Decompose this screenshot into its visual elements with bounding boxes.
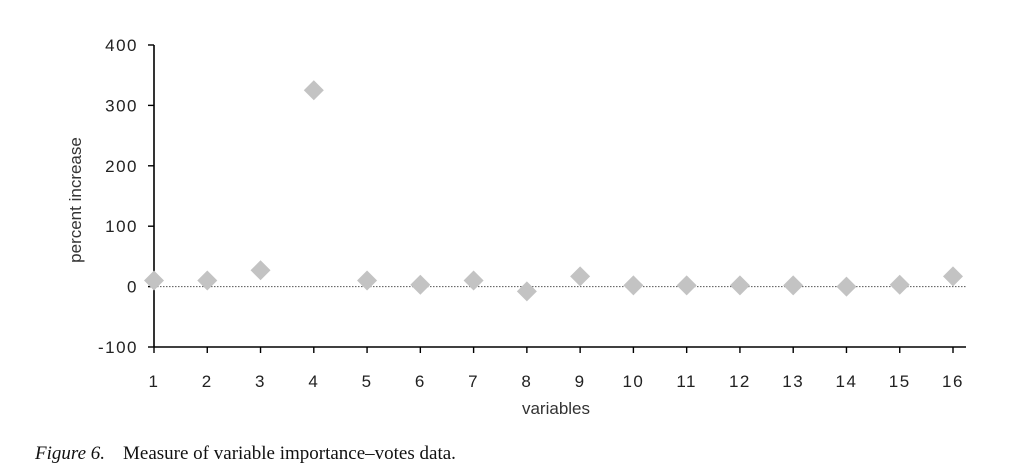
data-point-10 bbox=[623, 275, 644, 296]
data-point-6 bbox=[410, 274, 431, 295]
x-tick-label: 1 bbox=[149, 372, 160, 391]
data-point-13 bbox=[783, 275, 804, 296]
x-axis-ticks: 1 2 3 4 5 6 7 8 9 10 11 12 13 14 15 16 bbox=[149, 347, 964, 391]
x-tick-label: 12 bbox=[729, 372, 751, 391]
data-point-3 bbox=[250, 260, 271, 281]
y-axis-ticks: -100 0 100 200 300 400 bbox=[98, 36, 154, 357]
y-tick-label: 100 bbox=[105, 217, 138, 236]
x-axis-label: variables bbox=[522, 399, 590, 418]
x-tick-label: 16 bbox=[942, 372, 964, 391]
x-tick-label: 11 bbox=[676, 372, 697, 391]
y-tick-label: 200 bbox=[105, 157, 138, 176]
x-tick-label: 13 bbox=[782, 372, 804, 391]
figure-caption: Figure 6. Measure of variable importance–… bbox=[35, 443, 456, 465]
caption-label: Figure 6. bbox=[35, 443, 106, 464]
data-point-7 bbox=[463, 270, 484, 291]
data-point-12 bbox=[729, 275, 750, 296]
data-point-15 bbox=[889, 274, 910, 295]
data-point-14 bbox=[836, 276, 857, 297]
data-point-9 bbox=[570, 266, 591, 287]
x-tick-label: 5 bbox=[362, 372, 373, 391]
y-axis-label: percent increase bbox=[66, 137, 85, 263]
x-tick-label: 2 bbox=[202, 372, 213, 391]
y-tick-label: -100 bbox=[98, 338, 138, 357]
data-point-11 bbox=[676, 275, 697, 296]
x-tick-label: 15 bbox=[889, 372, 911, 391]
x-tick-label: 10 bbox=[622, 372, 644, 391]
x-tick-label: 9 bbox=[575, 372, 586, 391]
y-tick-label: 300 bbox=[105, 96, 138, 115]
data-point-5 bbox=[357, 270, 378, 291]
caption-text: Measure of variable importance–votes dat… bbox=[123, 443, 456, 464]
y-tick-label: 0 bbox=[127, 278, 138, 297]
data-point-8 bbox=[516, 281, 537, 302]
x-tick-label: 7 bbox=[468, 372, 479, 391]
y-tick-label: 400 bbox=[105, 36, 138, 55]
axes bbox=[153, 45, 966, 348]
x-tick-label: 6 bbox=[415, 372, 426, 391]
data-point-1 bbox=[144, 270, 164, 291]
data-point-4 bbox=[303, 80, 324, 101]
data-point-16 bbox=[943, 266, 963, 287]
data-point-2 bbox=[197, 270, 218, 291]
x-tick-label: 8 bbox=[521, 372, 532, 391]
x-tick-label: 4 bbox=[308, 372, 319, 391]
x-tick-label: 3 bbox=[255, 372, 266, 391]
data-points bbox=[144, 80, 963, 302]
x-tick-label: 14 bbox=[836, 372, 858, 391]
